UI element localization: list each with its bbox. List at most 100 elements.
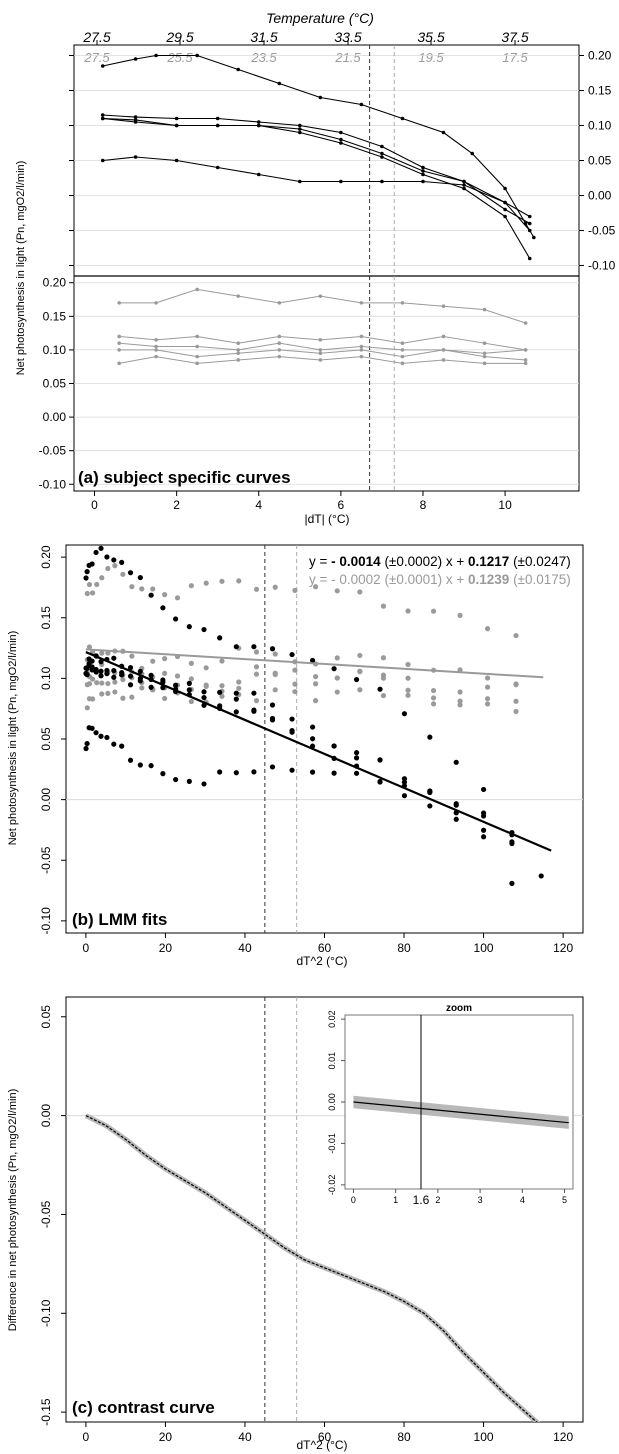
panel-b-point-grey [457, 698, 463, 704]
panel-a-upper-point [298, 127, 302, 131]
panel-c-y-tick-label: 0.05 [39, 1005, 53, 1029]
panel-b-point-black [480, 786, 487, 793]
panel-a-lower-point [359, 344, 364, 349]
panel-b-point-black [89, 561, 95, 567]
panel-b-point-black [538, 873, 544, 879]
panel-b-point-black [84, 672, 90, 678]
panel-a-lower-point [441, 304, 446, 309]
panel-b-point-grey [253, 586, 260, 592]
panel-b-point-black [331, 666, 337, 672]
panel-b-point-grey [312, 584, 319, 590]
panel-b-point-black [401, 776, 408, 782]
panel-a-upper-point [503, 207, 507, 212]
panel-b-point-black [269, 764, 276, 770]
panel-b-point-grey [457, 689, 463, 695]
panel-a-upper-point [380, 155, 384, 159]
panel-a-upper-line [102, 54, 535, 238]
panel-c-y-tick-label: -0.05 [39, 1200, 53, 1228]
panel-a-upper-point [256, 120, 261, 124]
panel-b-point-grey [90, 590, 96, 596]
panel-a-upper-point [441, 130, 446, 135]
panel-b-point-black [201, 626, 207, 633]
panel-b: 0.20 0.15 0.10 0.05 0.00 -0.05 -0.10 0 20 40 60 80… [7, 544, 584, 968]
panel-b-point-grey [513, 632, 519, 639]
panel-b-point-grey [430, 695, 437, 701]
panel-a-lower-point [277, 348, 282, 352]
panel-a-lower-point [523, 361, 528, 366]
panel-a-lower-point [195, 287, 199, 292]
panel-b-point-black [186, 624, 192, 630]
panel-a-lower-point [318, 348, 323, 352]
panel-b-point-black [93, 549, 99, 556]
panel-b-point-grey [112, 563, 118, 569]
panel-a-upper-point [256, 172, 261, 177]
panel-b-point-grey [90, 696, 96, 702]
panel-b-point-grey [430, 701, 437, 707]
panel-b-point-black [148, 592, 154, 598]
panel-a-upper-line [102, 156, 531, 217]
panel-a-lower-point [236, 294, 241, 298]
panel-b-point-black [217, 769, 223, 775]
panel-b-point-black [377, 686, 383, 692]
panel-a-upper-point [195, 53, 199, 58]
panel-c-x-tick-label: 80 [397, 1430, 411, 1444]
panel-a-upper-point [100, 116, 105, 121]
panel-a-upper-y-tick-label: 0.15 [588, 84, 612, 98]
panel-a-upper-point [133, 115, 138, 119]
panel-b-point-black [233, 644, 239, 650]
panel-b-x-tick-label: 100 [474, 941, 494, 955]
panel-b-y-tick-label: 0.05 [39, 727, 53, 751]
panel-b-point-grey [430, 687, 437, 694]
panel-a-upper-point [215, 123, 220, 128]
panel-b-point-grey [84, 590, 90, 597]
panel-a-top-ticks: 27.5 29.5 31.5 33.5 35.5 37.5 [82, 29, 529, 45]
panel-b-point-grey [484, 684, 491, 690]
panel-b-point-black [251, 769, 257, 775]
panel-b-point-black [201, 689, 207, 695]
inset-y-tick-label: 0.01 [327, 1052, 337, 1070]
panel-b-point-grey [380, 692, 387, 699]
panel-a-lower-series [117, 287, 528, 366]
panel-b-frame [65, 544, 584, 934]
panel-b-point-grey [357, 652, 363, 659]
panel-b-point-black [127, 757, 134, 763]
panel-b-point-grey [457, 612, 463, 618]
panel-a-lower-point [154, 301, 158, 305]
panel-b-point-grey [405, 687, 411, 693]
inset-x-ticks: 0 1 2 3 4 5 1.6 [351, 1189, 567, 1207]
panel-b-point-grey [203, 682, 209, 688]
panel-a-lower-point [154, 348, 158, 352]
panel-c-curve-line [85, 1115, 538, 1422]
panel-b-point-grey [105, 680, 111, 687]
panel-b-point-grey [139, 586, 145, 592]
panel-b-point-black [111, 741, 117, 747]
panel-a-lower-point [154, 338, 158, 342]
panel-b-point-black [127, 673, 134, 679]
panel-b-y-tick-label: 0.15 [39, 606, 53, 630]
panel-b-y-tick-label: 0.00 [39, 788, 53, 812]
panel-a-upper-point [339, 141, 343, 145]
panel-b-point-black [201, 781, 207, 787]
panel-b-point-grey [236, 679, 242, 685]
panel-b-point-grey [129, 653, 135, 659]
panel-b-y-ticks: 0.20 0.15 0.10 0.05 0.00 -0.05 -0.10 [39, 545, 66, 935]
panel-a-lower-point [400, 341, 405, 345]
panel-b-point-grey [129, 694, 135, 700]
panel-b-point-black [401, 711, 408, 717]
panel-a-grid [74, 55, 579, 485]
panel-b-point-grey [272, 671, 278, 678]
panel-a-lower-point [441, 358, 446, 362]
panel-b-point-grey [405, 692, 411, 698]
panel-b-point-grey [86, 581, 93, 588]
inset-y-tick-label: 0.02 [327, 1010, 337, 1028]
panel-a-top-tick-label-secondary: 25.5 [166, 50, 193, 65]
panel-b-point-black [251, 690, 257, 696]
panel-c-x-tick-label: 20 [159, 1430, 173, 1444]
inset-x-tick-label: 2 [435, 1195, 440, 1205]
panel-b-point-black [104, 554, 110, 560]
panel-b-point-grey [312, 673, 319, 680]
panel-b-point-black [453, 759, 459, 765]
panel-b-point-black [89, 667, 95, 673]
panel-a-upper-point [462, 179, 466, 184]
